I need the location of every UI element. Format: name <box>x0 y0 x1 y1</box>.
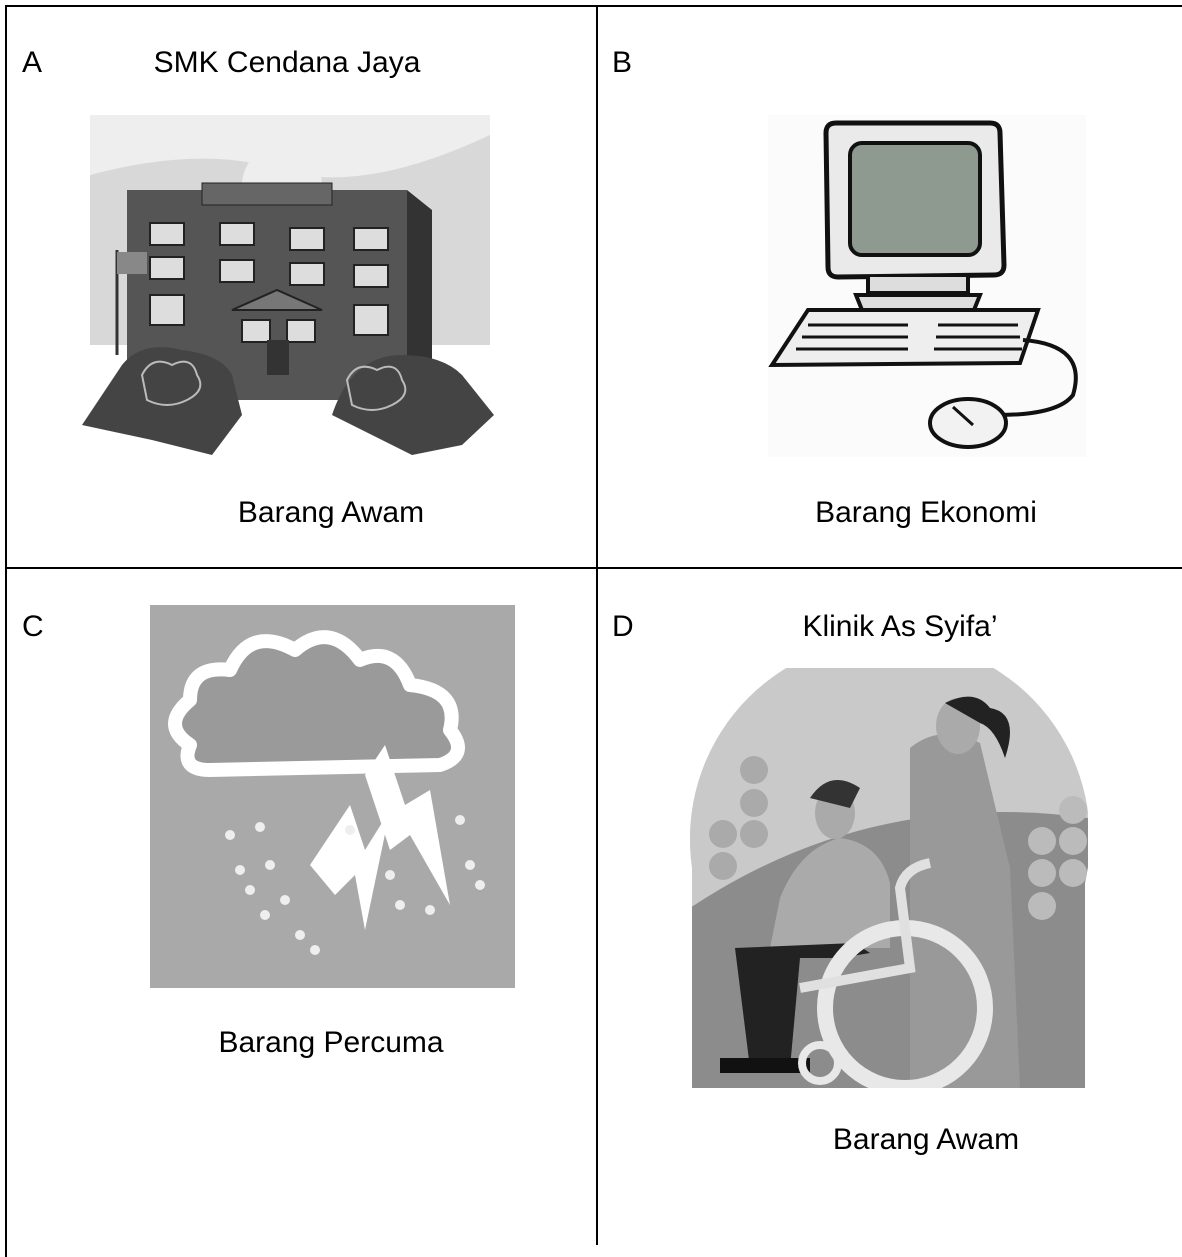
illustration-shape <box>709 820 737 848</box>
cell-letter: D <box>612 610 634 643</box>
cell-letter: A <box>22 46 43 79</box>
illustration-shape <box>225 815 485 955</box>
illustration-shape <box>798 1041 842 1085</box>
illustration-shape <box>951 405 975 427</box>
illustration-shape <box>1028 827 1056 855</box>
illustration-shape <box>149 222 389 343</box>
illustration-shape <box>310 745 450 930</box>
illustration-shape <box>455 815 465 825</box>
wheelchair-illustration <box>690 668 1088 1088</box>
computer-illustration <box>768 115 1086 457</box>
cell-caption: Barang Percuma <box>218 1026 444 1059</box>
cell-divider <box>5 567 1182 569</box>
illustration-shape <box>735 943 870 1068</box>
illustration-shape <box>799 858 932 993</box>
illustration-shape <box>353 227 389 251</box>
illustration-shape <box>1059 859 1087 887</box>
illustration-shape <box>295 930 305 940</box>
illustration-shape <box>740 789 768 817</box>
illustration-shape <box>149 256 185 280</box>
illustration-shape <box>245 885 255 895</box>
illustration-shape <box>385 870 395 880</box>
illustration-shape <box>345 825 355 835</box>
illustration-shape <box>866 277 970 295</box>
illustration-shape <box>810 780 860 808</box>
illustration-shape <box>1059 827 1087 855</box>
illustration-shape <box>260 910 270 920</box>
illustration-shape <box>231 288 323 311</box>
cell-title: SMK Cendana Jaya <box>153 46 421 79</box>
illustration-shape <box>219 222 255 246</box>
cell-title: Klinik As Syifa’ <box>802 610 998 643</box>
storm-illustration <box>150 605 515 988</box>
illustration-shape <box>720 1058 810 1073</box>
illustration-shape <box>289 262 325 286</box>
illustration-shape <box>928 397 1008 449</box>
illustration-shape <box>255 822 265 832</box>
illustration-shape <box>475 880 485 890</box>
illustration-shape <box>365 745 450 905</box>
illustration-shape <box>235 865 245 875</box>
illustration-shape <box>168 630 465 777</box>
illustration-shape <box>353 264 389 288</box>
illustration-shape <box>280 895 290 905</box>
illustration-shape <box>241 319 271 343</box>
illustration-shape <box>709 756 768 880</box>
illustration-shape <box>149 222 185 246</box>
illustration-shape <box>709 852 737 880</box>
illustration-shape <box>201 182 333 206</box>
illustration-shape <box>1028 859 1056 887</box>
illustration-shape <box>149 294 185 326</box>
cell-caption: Barang Awam <box>237 496 425 529</box>
illustration-shape <box>407 190 432 400</box>
illustration-shape <box>1028 892 1056 920</box>
illustration-shape <box>140 360 407 411</box>
table-border <box>5 5 1182 1257</box>
illustration-shape <box>997 338 1078 417</box>
school-illustration <box>82 115 494 455</box>
cell-divider <box>596 5 598 1245</box>
illustration-shape <box>286 319 316 343</box>
illustration-shape <box>289 227 325 251</box>
illustration-shape <box>265 860 275 870</box>
illustration-shape <box>310 945 320 955</box>
cell-letter: C <box>22 610 44 643</box>
illustration-shape <box>425 905 435 915</box>
cell-caption: Barang Awam <box>832 1123 1020 1156</box>
illustration-shape <box>690 668 1088 1088</box>
illustration-shape <box>267 340 289 375</box>
illustration-shape <box>465 860 475 870</box>
illustration-shape <box>945 696 1010 758</box>
illustration-shape <box>225 830 235 840</box>
illustration-shape <box>1059 796 1087 824</box>
illustration-shape <box>219 259 255 283</box>
illustration-shape <box>332 355 494 455</box>
illustration-shape <box>395 900 405 910</box>
illustration-shape <box>82 347 242 455</box>
illustration-shape <box>740 756 768 784</box>
illustration-shape <box>770 838 890 948</box>
illustration-shape <box>848 141 982 257</box>
illustration-shape <box>796 323 1022 351</box>
illustration-shape <box>740 820 768 848</box>
illustration-shape <box>353 304 389 336</box>
illustration-shape <box>310 805 390 930</box>
cell-letter: B <box>612 46 633 79</box>
illustration-shape <box>853 293 983 312</box>
cell-caption: Barang Ekonomi <box>815 496 1037 529</box>
illustration-shape <box>117 252 147 274</box>
illustration-shape <box>1028 796 1087 920</box>
